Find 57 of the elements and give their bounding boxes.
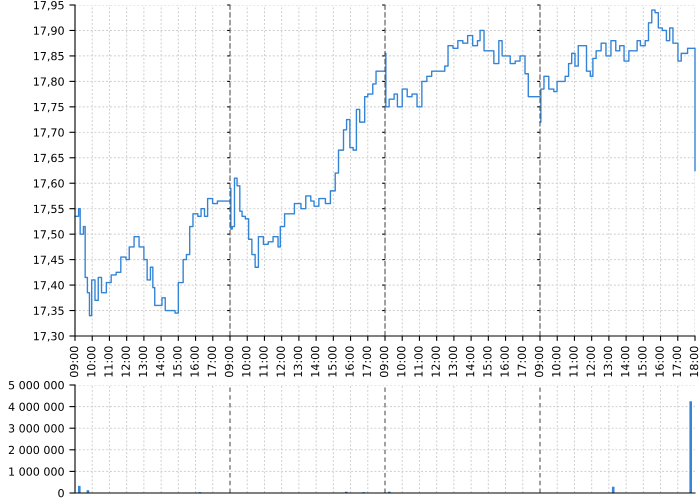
x-tick-label: 10:00	[552, 346, 560, 377]
x-tick-label: 17:00	[518, 346, 526, 377]
x-tick-label: 12:00	[586, 346, 595, 377]
y-tick-label: 17,75	[34, 102, 64, 112]
x-tick-label: 14:00	[156, 346, 164, 377]
x-tick-label: 13:00	[294, 346, 302, 377]
x-tick-label: 09:00	[380, 346, 388, 378]
x-tick-label: 11:00	[569, 346, 578, 377]
y-tick-label: 0	[58, 488, 64, 498]
y-tick-label: 17,65	[34, 154, 64, 164]
x-tick-label: 13:00	[604, 346, 612, 377]
y-tick-label: 17,85	[34, 52, 64, 62]
y-tick-label: 17,90	[34, 26, 64, 36]
x-tick-label: 12:00	[431, 346, 440, 377]
x-tick-label: 11:00	[104, 346, 113, 377]
x-tick-label: 11:00	[259, 346, 268, 377]
y-tick-label: 17,80	[34, 77, 64, 87]
x-tick-label: 14:00	[466, 346, 474, 377]
x-tick-label: 15:00	[483, 346, 492, 377]
x-tick-label: 09:00	[224, 346, 234, 378]
y-tick-label: 5 000 000	[8, 380, 64, 390]
x-tick-label: 09:00	[70, 346, 78, 378]
x-tick-label: 15:00	[328, 346, 337, 377]
y-tick-label: 17,30	[34, 332, 64, 342]
y-tick-label: 17,70	[34, 128, 64, 138]
y-tick-label: 3 000 000	[8, 424, 64, 433]
y-tick-label: 17,60	[34, 179, 64, 189]
x-tick-label: 12:00	[276, 346, 285, 377]
x-tick-label: 11:00	[414, 346, 423, 377]
x-tick-label: 16:00	[500, 346, 509, 377]
x-tick-label: 12:00	[121, 346, 130, 377]
x-tick-label: 15:00	[638, 346, 647, 377]
y-tick-label: 17,55	[34, 204, 64, 214]
y-tick-label: 17,45	[34, 256, 64, 266]
x-tick-label: 16:00	[655, 346, 664, 377]
x-tick-label: 16:00	[190, 346, 199, 377]
x-tick-label: 13:00	[138, 346, 148, 377]
x-tick-label: 17:00	[362, 346, 371, 377]
y-tick-label: 4 000 000	[8, 402, 64, 411]
x-tick-label: 17:00	[208, 346, 216, 377]
x-tick-label: 18:00	[690, 346, 698, 377]
x-tick-label: 13:00	[448, 346, 458, 377]
y-tick-label: 1 000 000	[9, 467, 64, 476]
x-tick-label: 10:00	[242, 346, 250, 377]
x-tick-label: 14:00	[620, 346, 630, 377]
x-tick-label: 09:00	[534, 346, 544, 378]
x-tick-label: 14:00	[310, 346, 320, 377]
y-tick-label: 17,50	[34, 230, 64, 240]
y-tick-label: 17,95	[34, 0, 64, 11]
y-tick-label: 17,35	[34, 306, 64, 316]
y-tick-label: 17,40	[34, 281, 64, 291]
x-tick-label: 16:00	[345, 346, 354, 377]
x-tick-label: 15:00	[173, 346, 182, 377]
y-tick-label: 2 000 000	[8, 446, 64, 454]
x-tick-label: 17:00	[672, 346, 681, 377]
x-tick-label: 10:00	[397, 346, 406, 377]
x-tick-label: 10:00	[87, 346, 96, 377]
